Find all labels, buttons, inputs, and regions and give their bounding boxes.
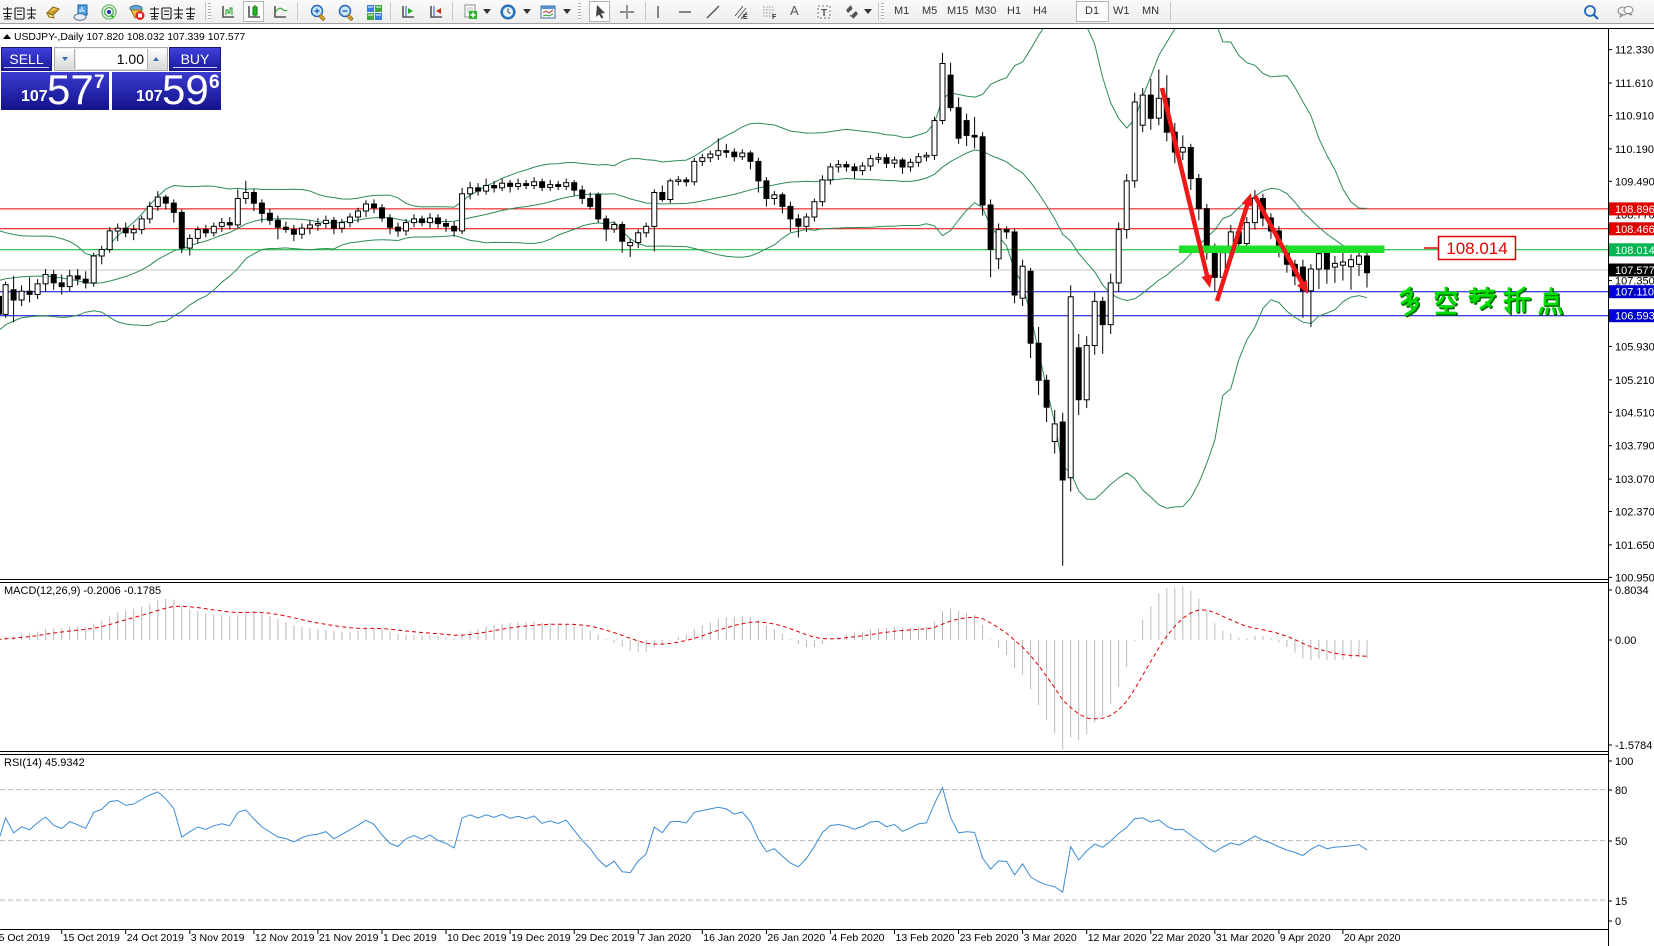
svg-text:T: T <box>821 8 827 19</box>
svg-text:13 Feb 2020: 13 Feb 2020 <box>896 932 955 944</box>
svg-text:3 Mar 2020: 3 Mar 2020 <box>1024 932 1077 944</box>
svg-text:103.070: 103.070 <box>1615 474 1654 486</box>
svg-text:101.650: 101.650 <box>1615 540 1654 552</box>
svg-text:MACD(12,26,9) -0.2006 -0.1785: MACD(12,26,9) -0.2006 -0.1785 <box>4 585 161 597</box>
svg-text:15 Oct 2019: 15 Oct 2019 <box>63 932 120 944</box>
svg-text:22 Mar 2020: 22 Mar 2020 <box>1152 932 1211 944</box>
svg-text:80: 80 <box>1615 785 1627 797</box>
svg-text:9 Apr 2020: 9 Apr 2020 <box>1280 932 1331 944</box>
svg-text:110.910: 110.910 <box>1615 111 1654 123</box>
svg-text:107.577: 107.577 <box>1615 265 1654 277</box>
svg-text:RSI(14) 45.9342: RSI(14) 45.9342 <box>4 757 85 769</box>
svg-text:21 Nov 2019: 21 Nov 2019 <box>319 932 379 944</box>
svg-text:3 Nov 2019: 3 Nov 2019 <box>191 932 245 944</box>
svg-text:110.190: 110.190 <box>1615 144 1654 156</box>
svg-text:1 Dec 2019: 1 Dec 2019 <box>383 932 437 944</box>
svg-text:106.593: 106.593 <box>1615 311 1654 323</box>
svg-text:107.350: 107.350 <box>1615 276 1654 288</box>
svg-text:108.014: 108.014 <box>1446 239 1507 258</box>
svg-text:7 Jan 2020: 7 Jan 2020 <box>639 932 691 944</box>
svg-text:0: 0 <box>1615 916 1621 928</box>
svg-text:50: 50 <box>1615 836 1627 848</box>
svg-text:F: F <box>772 14 777 21</box>
svg-text:109.490: 109.490 <box>1615 176 1654 188</box>
svg-text:111.610: 111.610 <box>1615 78 1653 90</box>
svg-text:108.014: 108.014 <box>1615 245 1654 257</box>
svg-text:105.930: 105.930 <box>1615 341 1654 353</box>
svg-text:USDJPY-,Daily 107.820 108.032: USDJPY-,Daily 107.820 108.032 107.339 10… <box>14 32 245 43</box>
svg-text:16 Jan 2020: 16 Jan 2020 <box>703 932 761 944</box>
svg-text:5 Oct 2019: 5 Oct 2019 <box>0 932 50 944</box>
svg-text:100.950: 100.950 <box>1615 572 1654 584</box>
svg-text:108.896: 108.896 <box>1615 204 1654 216</box>
svg-text:29 Dec 2019: 29 Dec 2019 <box>575 932 635 944</box>
svg-text:E: E <box>743 14 748 21</box>
svg-text:19 Dec 2019: 19 Dec 2019 <box>511 932 571 944</box>
svg-text:26 Jan 2020: 26 Jan 2020 <box>767 932 825 944</box>
svg-text:12 Nov 2019: 12 Nov 2019 <box>255 932 315 944</box>
svg-text:0.00: 0.00 <box>1615 635 1636 647</box>
svg-text:20 Apr 2020: 20 Apr 2020 <box>1344 932 1401 944</box>
svg-text:102.370: 102.370 <box>1615 507 1654 519</box>
svg-text:23 Feb 2020: 23 Feb 2020 <box>960 932 1019 944</box>
svg-text:15: 15 <box>1615 896 1627 908</box>
svg-text:112.330: 112.330 <box>1615 45 1654 57</box>
svg-text:-1.5784: -1.5784 <box>1615 740 1652 752</box>
svg-text:31 Mar 2020: 31 Mar 2020 <box>1216 932 1275 944</box>
svg-text:103.790: 103.790 <box>1615 441 1654 453</box>
svg-text:108.466: 108.466 <box>1615 224 1654 236</box>
svg-text:107.110: 107.110 <box>1615 287 1654 299</box>
svg-text:24 Oct 2019: 24 Oct 2019 <box>127 932 184 944</box>
svg-text:10 Dec 2019: 10 Dec 2019 <box>447 932 507 944</box>
svg-text:104.510: 104.510 <box>1615 407 1654 419</box>
svg-text:12 Mar 2020: 12 Mar 2020 <box>1088 932 1147 944</box>
svg-text:100: 100 <box>1615 756 1633 768</box>
svg-text:0.8034: 0.8034 <box>1615 585 1649 597</box>
svg-text:4 Feb 2020: 4 Feb 2020 <box>831 932 884 944</box>
svg-text:105.210: 105.210 <box>1615 375 1654 387</box>
